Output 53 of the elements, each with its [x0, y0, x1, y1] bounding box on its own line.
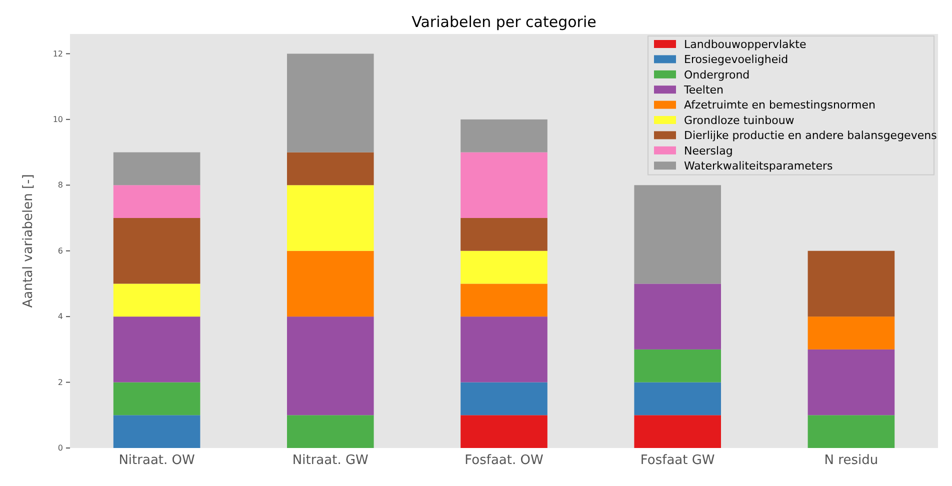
bar: [113, 316, 200, 382]
x-tick-label: Nitraat. OW: [118, 453, 196, 468]
bar: [113, 284, 200, 317]
legend-label: Neerslag: [684, 144, 733, 158]
bar: [460, 316, 548, 382]
bar: [113, 382, 200, 416]
bar: [808, 415, 895, 448]
legend-label: Dierlijke productie en andere balansgegevens: [684, 129, 938, 142]
y-tick-label: 12: [52, 49, 63, 58]
bar: [113, 152, 200, 186]
y-tick-label: 10: [52, 114, 63, 124]
bar: [287, 54, 374, 152]
x-tick-label: Nitraat. GW: [292, 453, 369, 468]
bar: [634, 382, 721, 416]
bar: [634, 415, 721, 448]
bar: [808, 250, 895, 317]
y-tick-label: 2: [58, 378, 63, 387]
bar: [460, 250, 548, 284]
y-tick-label: 6: [58, 246, 63, 256]
y-tick-label: 8: [58, 180, 63, 190]
bar: [808, 349, 895, 416]
y-tick-label: 0: [58, 444, 63, 453]
bar: [634, 284, 721, 350]
bar: [460, 218, 548, 251]
legend-label: Waterkwaliteitsparameters: [684, 159, 833, 172]
bar: [460, 119, 548, 152]
legend-label: Erosiegevoeligheid: [684, 53, 788, 66]
bar: [460, 382, 548, 416]
bar: [287, 152, 374, 186]
legend-label: Landbouwoppervlakte: [684, 38, 806, 51]
bar: [634, 185, 721, 284]
x-tick-label: Fosfaat. OW: [464, 453, 544, 468]
legend-label: Afzetruimte en bemestingsnormen: [684, 98, 876, 112]
legend-label: Teelten: [683, 83, 724, 96]
y-axis-title: Aantal variabelen [-]: [21, 174, 36, 308]
bar: [113, 185, 200, 218]
x-tick-label: Fosfaat GW: [640, 453, 715, 468]
bar: [287, 316, 374, 416]
bar: [287, 250, 374, 317]
x-tick-label: N residu: [824, 453, 878, 468]
bar: [808, 316, 895, 350]
bar: [287, 185, 374, 251]
bar: [460, 152, 548, 218]
bar: [287, 415, 374, 448]
legend-label: Grondloze tuinbouw: [684, 114, 794, 127]
bar: [460, 284, 548, 317]
bar: [113, 415, 200, 448]
bar: [460, 415, 548, 448]
y-tick-label: 4: [58, 312, 63, 322]
bar: [113, 218, 200, 284]
legend-label: Ondergrond: [684, 68, 750, 82]
bar: [634, 349, 721, 382]
chart-title: Variabelen per categorie: [412, 13, 596, 31]
